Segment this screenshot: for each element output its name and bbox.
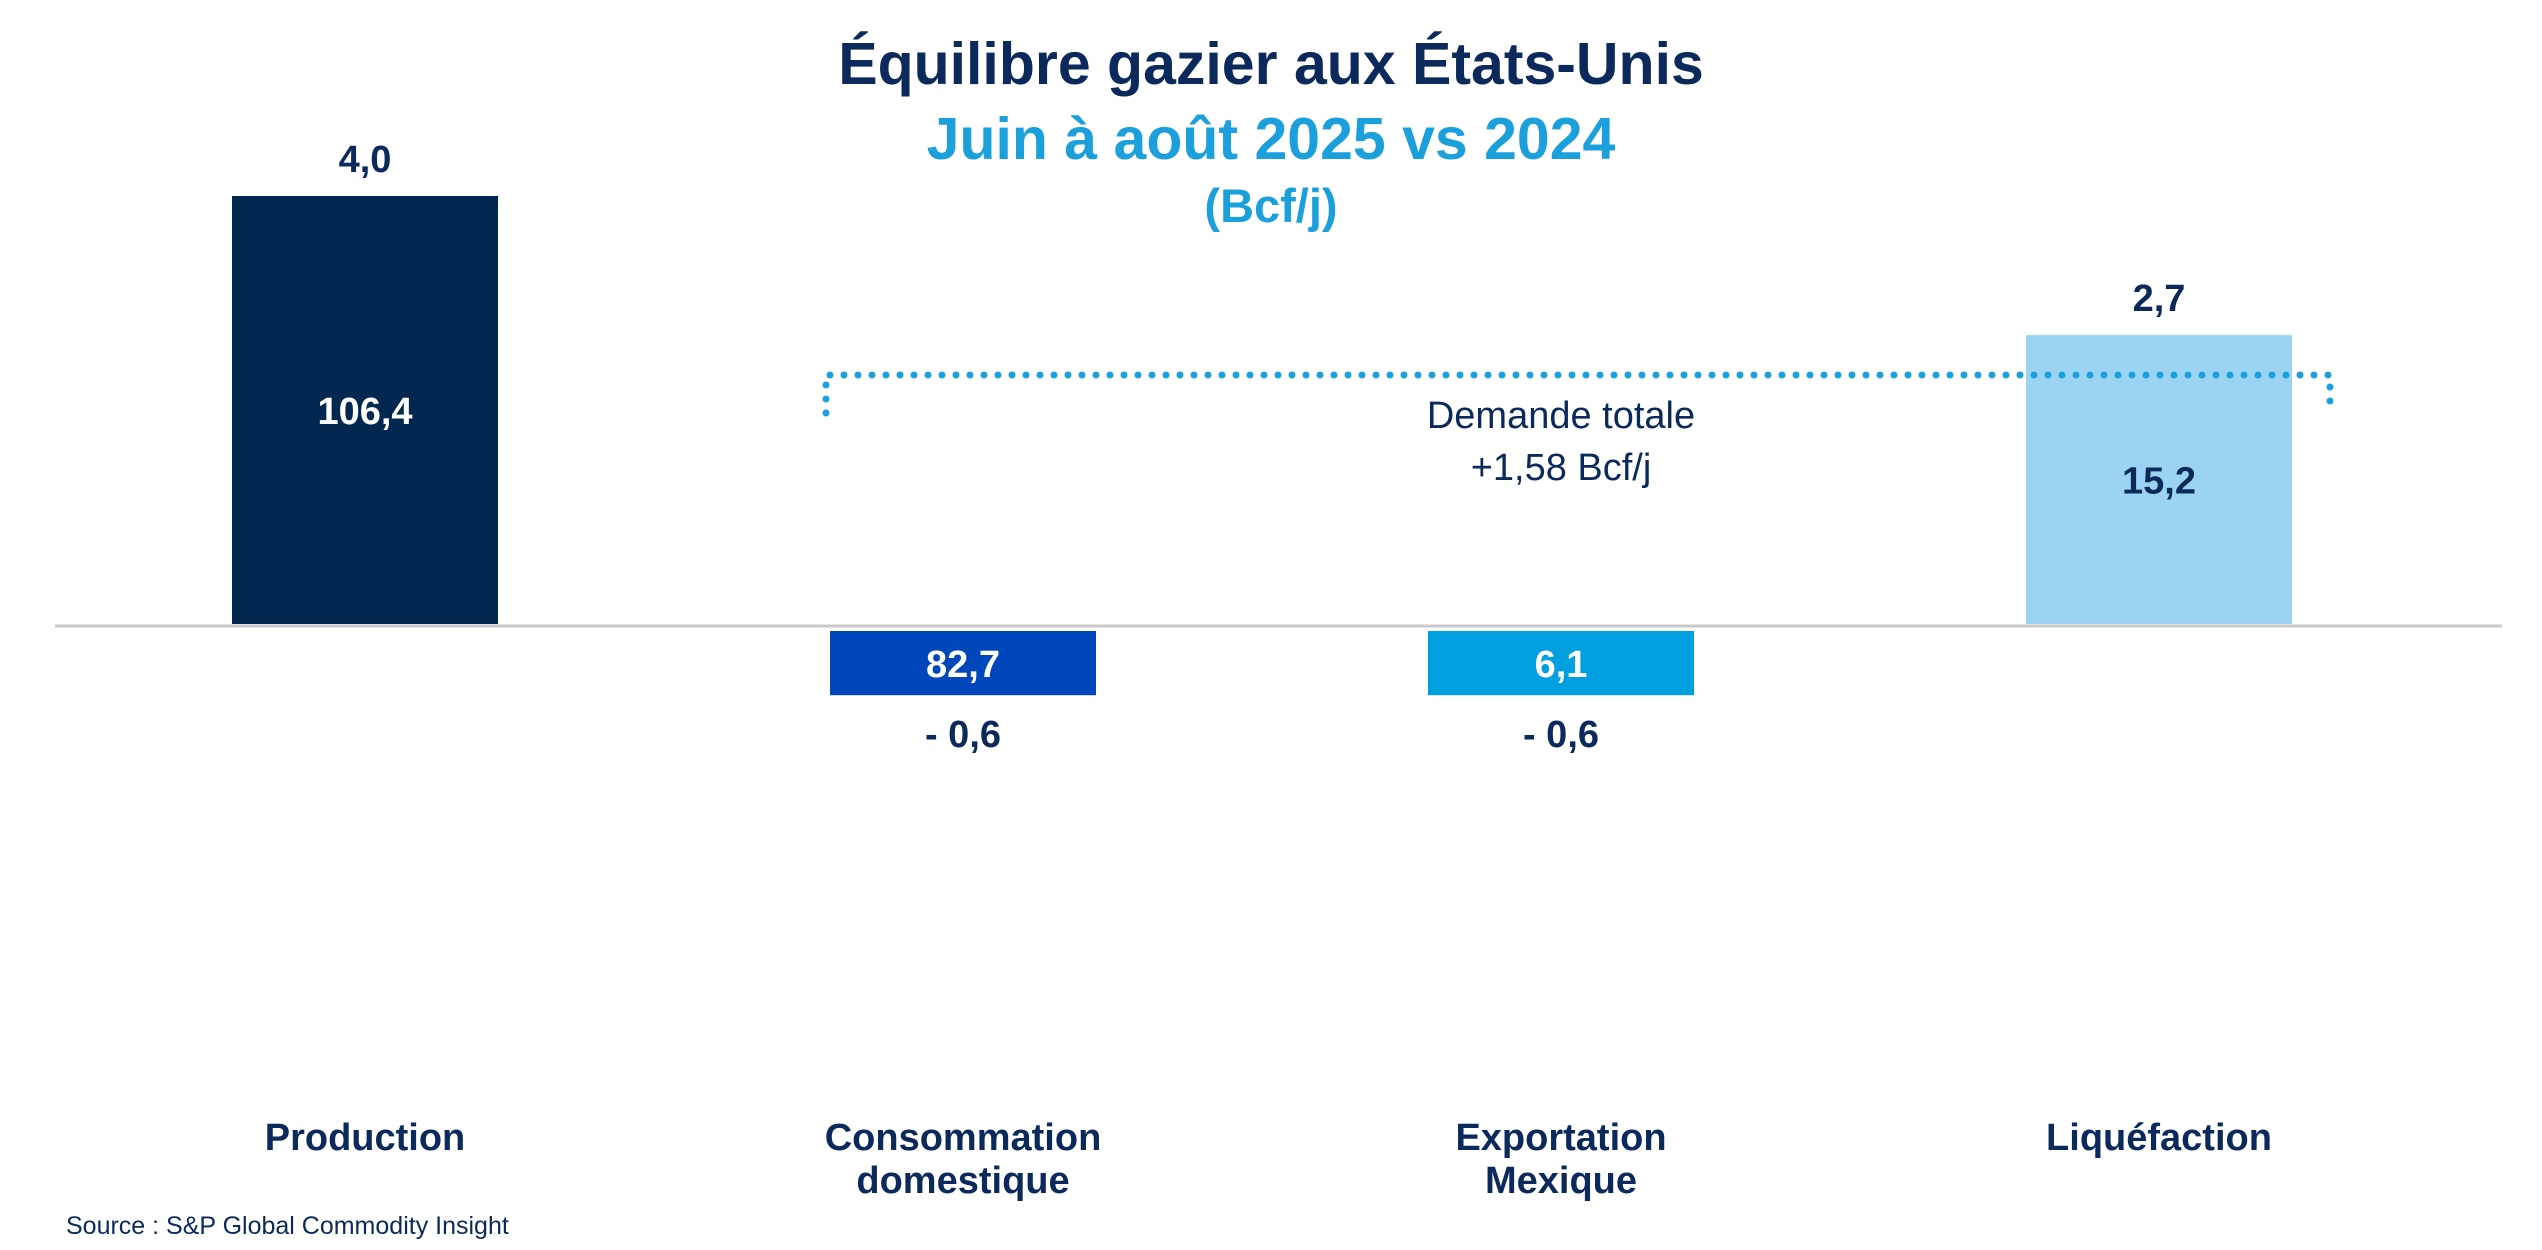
category-label: Mexique [1485,1160,1637,1202]
category-label: domestique [856,1160,1069,1202]
chart-unit: (Bcf/j) [1204,179,1338,232]
annotation-line2: +1,58 Bcf/j [1471,447,1652,489]
bar-value-label: 2,7 [2133,278,2186,320]
bar-value-label: - 0,6 [1523,714,1599,756]
bar-level-label: 106,4 [317,391,412,433]
bar [232,196,498,624]
bar-value-label: 4,0 [339,139,392,181]
bar [2026,335,2292,624]
category-label: Production [265,1117,466,1159]
bar-level-label: 6,1 [1535,644,1588,686]
category-label: Exportation [1455,1117,1666,1159]
chart-subtitle: Juin à août 2025 vs 2024 [926,106,1616,172]
annotation-line1: Demande totale [1427,395,1695,437]
bar-level-label: 15,2 [2122,461,2196,503]
bar [830,631,1096,696]
category-label: Liquéfaction [2046,1117,2272,1159]
category-label: Consommation [825,1117,1102,1159]
source-note: Source : S&P Global Commodity Insight [66,1212,509,1240]
chart-title: Équilibre gazier aux États-Unis [838,31,1704,97]
bar [1428,631,1694,696]
bar-value-label: - 0,6 [925,714,1001,756]
bar-level-label: 82,7 [926,644,1000,686]
